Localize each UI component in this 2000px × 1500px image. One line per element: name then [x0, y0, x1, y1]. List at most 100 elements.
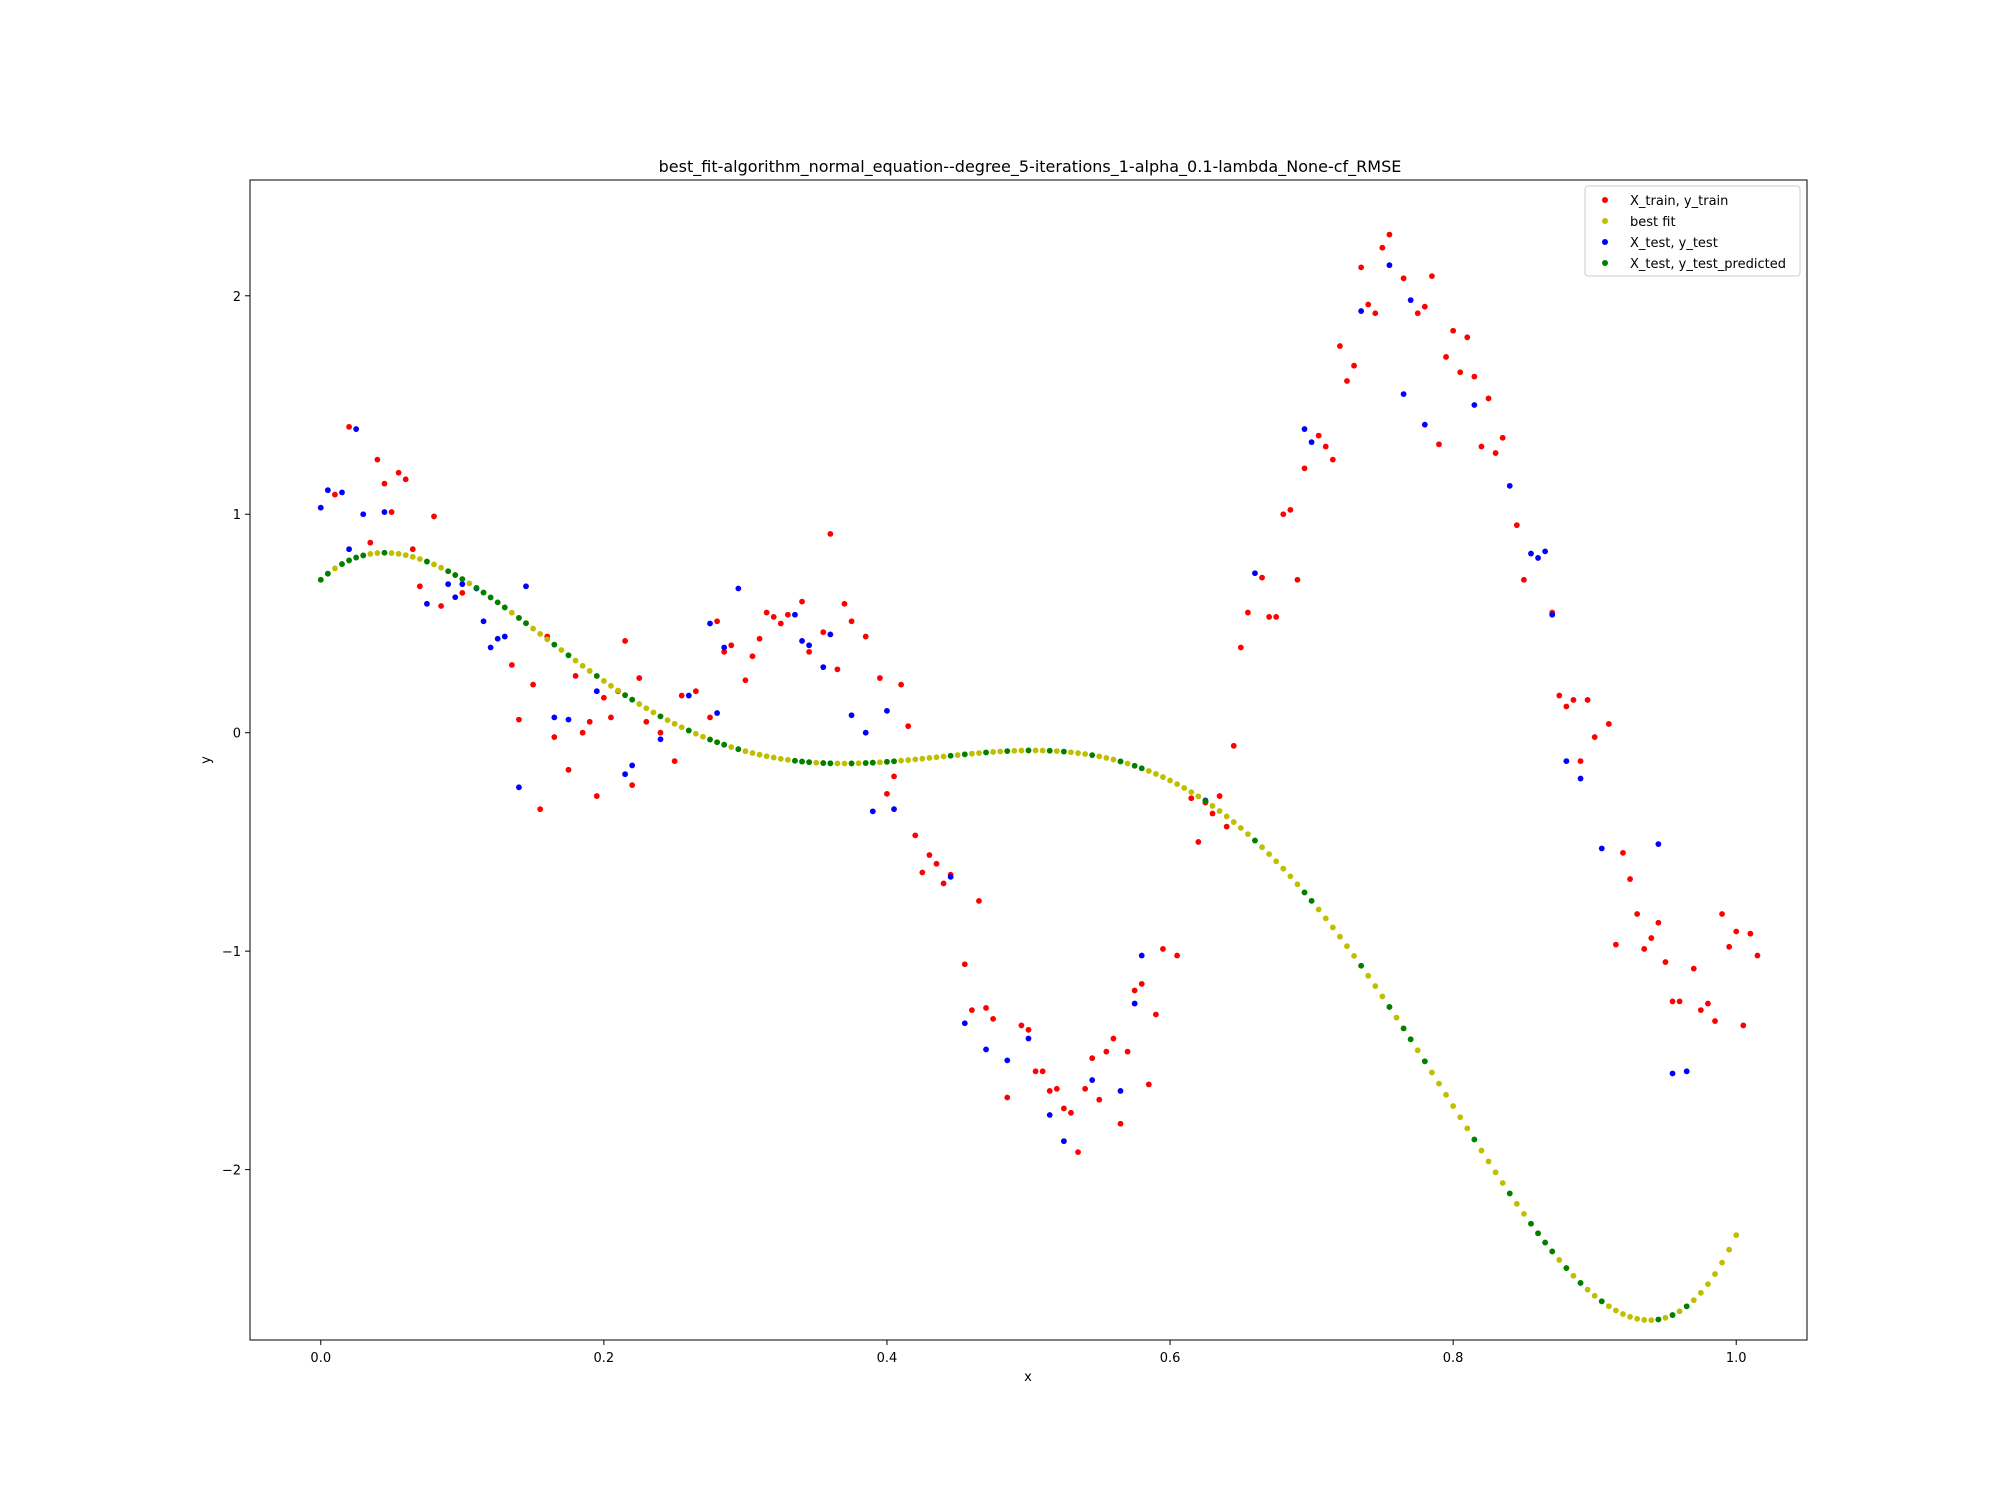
data-point [855, 760, 862, 767]
data-point [459, 589, 466, 596]
data-point [827, 631, 834, 638]
data-point [395, 469, 402, 476]
legend-marker [1602, 260, 1608, 266]
data-point [416, 556, 423, 562]
data-point [593, 688, 600, 695]
data-point [1429, 1069, 1435, 1076]
data-point [1145, 1081, 1152, 1088]
data-point [1712, 1271, 1718, 1277]
data-point [1089, 1077, 1096, 1083]
data-point [968, 750, 975, 757]
data-point [848, 712, 855, 719]
data-point [820, 760, 827, 766]
data-point [1025, 1035, 1032, 1042]
data-point [1591, 1292, 1598, 1299]
data-point [912, 756, 919, 763]
legend-label: X_test, y_test [1630, 236, 1718, 251]
data-point [346, 557, 352, 564]
data-point [1181, 785, 1188, 791]
data-point [1669, 1312, 1676, 1318]
legend-box [1584, 185, 1801, 277]
data-point [1542, 1239, 1549, 1246]
data-point [1287, 506, 1294, 513]
data-point [1443, 1091, 1449, 1098]
data-point [784, 611, 791, 618]
data-point [792, 611, 798, 618]
data-point [1372, 983, 1379, 989]
data-point [1450, 1103, 1457, 1109]
data-point [1542, 548, 1549, 555]
x-tick-label: 1.0 [1726, 1351, 1747, 1366]
data-point [721, 741, 728, 748]
data-point [1655, 1316, 1662, 1323]
data-point [692, 730, 699, 737]
data-point [608, 682, 614, 689]
data-point [1308, 897, 1315, 904]
data-point [1117, 1120, 1124, 1127]
y-tick-label: −1 [222, 945, 241, 960]
data-point [1485, 1158, 1492, 1165]
data-point [1705, 1000, 1711, 1007]
data-point [516, 784, 522, 791]
data-point [1344, 378, 1350, 384]
data-point [770, 754, 777, 761]
data-point [707, 620, 713, 627]
data-point [1655, 841, 1662, 848]
data-point [1032, 1068, 1039, 1075]
data-point [1577, 775, 1584, 782]
data-point [1556, 1257, 1563, 1263]
data-point [1648, 1317, 1655, 1324]
data-point [339, 489, 345, 496]
data-point [1478, 443, 1485, 450]
data-point [1075, 750, 1081, 756]
data-point [898, 757, 905, 764]
data-point [1259, 844, 1265, 851]
data-point [1287, 873, 1294, 880]
data-point [551, 641, 558, 648]
data-point [1528, 550, 1534, 557]
data-point [409, 553, 416, 560]
data-point [884, 707, 890, 714]
data-point [1124, 1048, 1131, 1055]
data-point [1705, 1281, 1711, 1288]
data-point [1719, 1259, 1725, 1266]
data-point [1160, 946, 1166, 952]
data-point [516, 716, 522, 723]
data-point [1641, 946, 1648, 952]
data-point [707, 714, 713, 721]
data-point [466, 580, 473, 587]
data-point [1549, 1248, 1556, 1255]
data-point [1358, 962, 1365, 969]
data-point [1315, 906, 1322, 913]
data-point [869, 808, 876, 815]
data-point [947, 873, 954, 880]
data-point [1393, 1014, 1400, 1021]
data-point [586, 718, 593, 725]
x-tick-label: 0.6 [1160, 1351, 1181, 1366]
data-point [961, 751, 968, 758]
data-point [799, 638, 805, 644]
data-point [1683, 1303, 1690, 1310]
data-point [983, 1005, 989, 1011]
data-point [1620, 849, 1626, 856]
data-point [1499, 1180, 1506, 1186]
data-point [480, 618, 487, 625]
legend-entry: best fit [1602, 215, 1676, 230]
data-point [1386, 231, 1393, 238]
data-point [685, 692, 692, 699]
data-point [1301, 426, 1308, 432]
data-point [1174, 781, 1181, 788]
data-point [332, 491, 338, 498]
data-point [1308, 439, 1315, 446]
data-point [1429, 273, 1435, 280]
data-point [848, 760, 855, 767]
data-point [1485, 395, 1492, 402]
data-point [1436, 441, 1442, 448]
data-point [459, 576, 466, 583]
data-point [1117, 758, 1124, 765]
data-point [452, 594, 459, 601]
data-point [1145, 768, 1152, 774]
data-point [777, 620, 784, 627]
data-point [961, 961, 968, 968]
data-point [1195, 839, 1202, 845]
